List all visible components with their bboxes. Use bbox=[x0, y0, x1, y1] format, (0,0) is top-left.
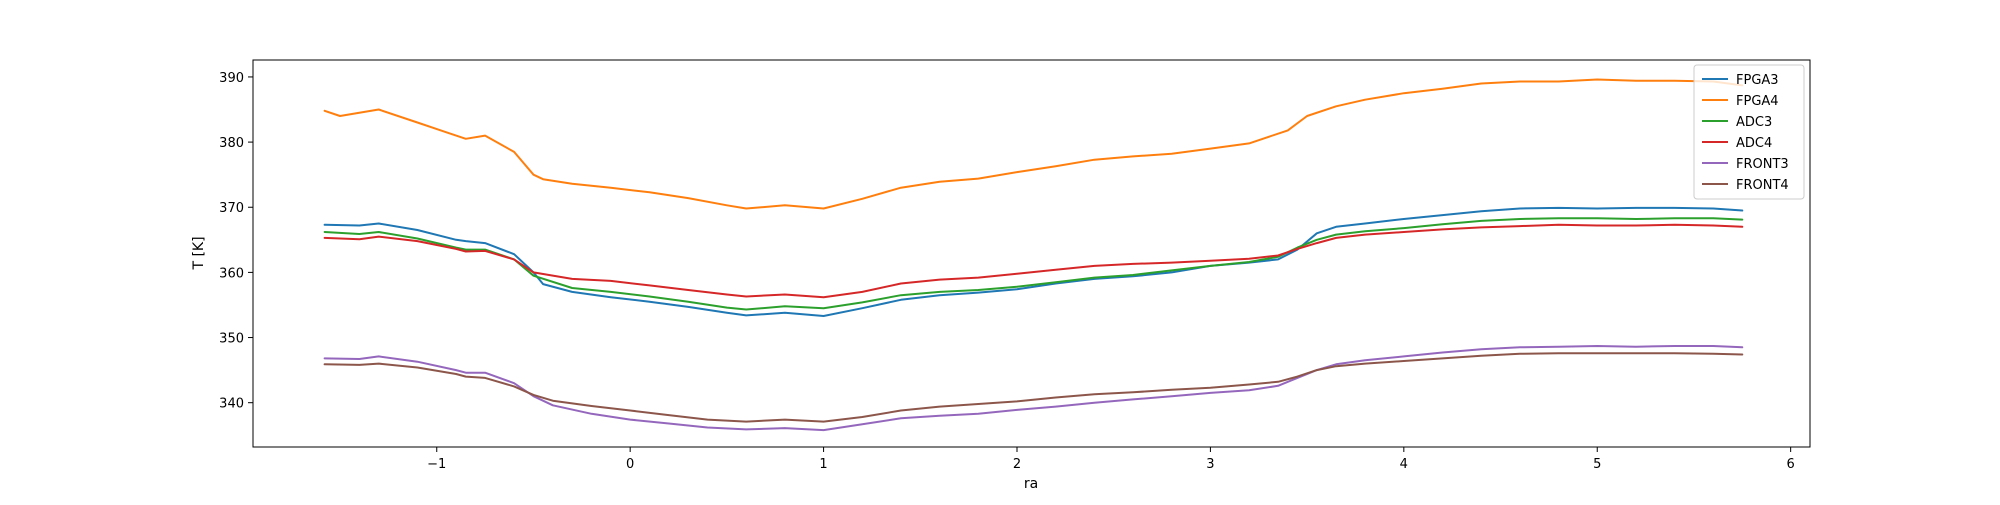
legend-box bbox=[1693, 64, 1805, 200]
x-tick-label: 4 bbox=[1400, 457, 1408, 472]
series-line-fpga4 bbox=[323, 78, 1744, 210]
y-axis-label: T [K] bbox=[191, 236, 207, 270]
y-axis: 340 350 360 370 380 390 bbox=[219, 71, 253, 412]
series-layer bbox=[323, 78, 1744, 432]
y-tick-label: 350 bbox=[219, 332, 244, 347]
x-axis: −1 0 1 2 3 4 5 6 bbox=[427, 447, 1795, 472]
legend-label-adc3: ADC3 bbox=[1736, 115, 1772, 130]
y-tick-label: 340 bbox=[219, 397, 244, 412]
y-tick-label: 360 bbox=[219, 266, 244, 281]
series-line-front4 bbox=[323, 352, 1744, 423]
legend-label-front4: FRONT4 bbox=[1736, 178, 1789, 193]
legend-label-fpga4: FPGA4 bbox=[1736, 94, 1779, 109]
plot-frame bbox=[252, 59, 1811, 448]
x-tick-label: 1 bbox=[819, 457, 827, 472]
legend-label-adc4: ADC4 bbox=[1736, 136, 1772, 151]
x-tick-label: 0 bbox=[626, 457, 634, 472]
legend: FPGA3 FPGA4 ADC3 ADC4 FRONT3 FRONT4 bbox=[1693, 64, 1805, 200]
series-line-adc4 bbox=[323, 223, 1744, 299]
y-tick-label: 390 bbox=[219, 71, 244, 86]
y-tick-label: 380 bbox=[219, 136, 244, 151]
y-tick-label: 370 bbox=[219, 201, 244, 216]
series-line-fpga3 bbox=[323, 206, 1744, 317]
legend-label-fpga3: FPGA3 bbox=[1736, 73, 1779, 88]
x-axis-label: ra bbox=[1024, 476, 1038, 492]
x-tick-label: −1 bbox=[427, 457, 446, 472]
x-tick-label: 3 bbox=[1206, 457, 1214, 472]
legend-label-front3: FRONT3 bbox=[1736, 157, 1789, 172]
x-tick-label: 2 bbox=[1013, 457, 1021, 472]
x-tick-label: 6 bbox=[1787, 457, 1795, 472]
series-line-front3 bbox=[323, 345, 1744, 432]
x-tick-label: 5 bbox=[1593, 457, 1601, 472]
